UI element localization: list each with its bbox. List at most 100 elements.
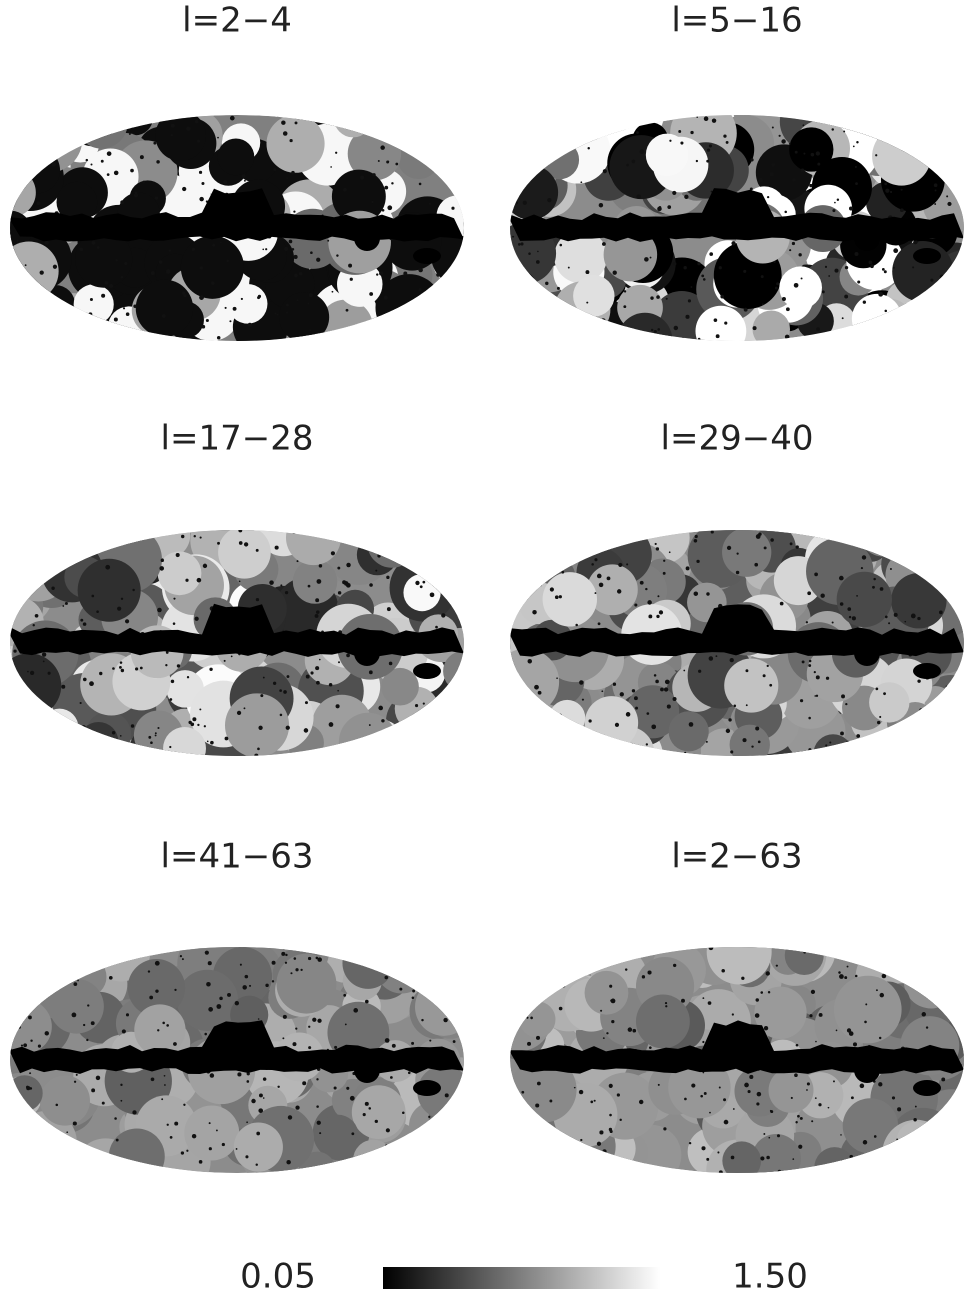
mask-dot — [634, 603, 637, 606]
mask-dot — [275, 546, 279, 550]
mask-dot — [611, 1020, 614, 1023]
map-patch — [0, 274, 41, 335]
map-patch — [49, 979, 104, 1034]
mask-dot — [48, 672, 51, 675]
map-patch — [906, 1127, 945, 1166]
mask-dot — [816, 327, 820, 331]
mask-blob — [413, 1080, 441, 1096]
map-patch — [0, 689, 39, 733]
mask-dot — [536, 1036, 540, 1040]
mask-dot — [138, 336, 140, 338]
map-patch — [415, 978, 473, 1036]
mask-dot — [387, 1164, 391, 1168]
mask-dot — [211, 281, 215, 285]
mask-dot — [114, 171, 119, 176]
map-patch — [935, 134, 964, 180]
mask-dot — [849, 616, 851, 618]
mask-dot — [445, 1093, 449, 1097]
mask-dot — [946, 686, 948, 688]
mask-dot — [411, 1042, 414, 1045]
mask-dot — [613, 683, 616, 686]
mask-dot — [310, 251, 313, 254]
mask-dot — [96, 610, 99, 613]
mask-dot — [383, 754, 387, 758]
mask-dot — [258, 726, 262, 730]
mask-dot — [107, 173, 110, 176]
mask-blob — [413, 248, 441, 264]
mask-dot — [894, 324, 899, 329]
mask-dot — [941, 1078, 945, 1082]
map-patch — [40, 1076, 90, 1126]
mask-dot — [628, 1027, 632, 1031]
mask-dot — [879, 716, 881, 718]
mask-dot — [700, 1095, 703, 1098]
map-patch — [28, 98, 83, 153]
map-patch — [897, 1122, 936, 1161]
mask-dot — [841, 694, 845, 698]
mask-dot — [459, 971, 462, 974]
mask-dot — [285, 954, 287, 956]
mask-dot — [811, 153, 815, 157]
mask-dot — [248, 323, 252, 327]
mask-dot — [307, 302, 309, 304]
panel-title: l=41−63 — [161, 837, 314, 877]
mask-dot — [770, 538, 774, 542]
map-patch — [0, 1117, 41, 1159]
mask-dot — [669, 551, 671, 553]
mask-dot — [48, 744, 52, 748]
mask-dot — [617, 589, 621, 593]
mask-dot — [120, 200, 124, 204]
mask-dot — [552, 1127, 555, 1130]
mask-dot — [53, 265, 57, 269]
mask-dot — [845, 121, 847, 123]
mask-dot — [161, 1098, 163, 1100]
mask-dot — [917, 142, 920, 145]
mask-dot — [900, 208, 904, 212]
mask-dot — [70, 310, 73, 313]
map-patch — [504, 165, 559, 220]
mask-dot — [726, 729, 730, 733]
map-patch — [378, 734, 416, 772]
map-patch — [931, 102, 964, 141]
map-patch — [375, 309, 422, 356]
mask-dot — [727, 546, 731, 550]
mask-dot — [545, 282, 548, 285]
mask-dot — [23, 966, 25, 968]
mask-dot — [122, 749, 126, 753]
map-patch — [0, 290, 51, 353]
mask-dot — [33, 624, 35, 626]
mask-dot — [124, 262, 127, 265]
mask-dot — [664, 687, 668, 691]
mask-dot — [59, 1140, 64, 1145]
mask-dot — [93, 732, 95, 734]
mask-dot — [242, 174, 246, 178]
map-patch — [503, 1135, 563, 1195]
mask-dot — [799, 253, 802, 256]
map-patch — [279, 292, 329, 342]
mask-dot — [375, 953, 380, 958]
mask-dot — [708, 1001, 712, 1005]
mask-dot — [795, 151, 798, 154]
mask-dot — [280, 584, 282, 586]
mask-dot — [538, 691, 542, 695]
mask-dot — [574, 1162, 578, 1166]
mask-dot — [76, 1074, 78, 1076]
mask-dot — [556, 677, 558, 679]
mask-blob — [854, 225, 880, 251]
mask-dot — [80, 248, 84, 252]
mask-dot — [625, 968, 627, 970]
map-patch — [753, 310, 790, 347]
mask-dot — [413, 315, 416, 318]
mask-dot — [766, 971, 770, 975]
mask-dot — [844, 295, 848, 299]
mask-dot — [632, 160, 636, 164]
mask-dot — [369, 724, 371, 726]
mask-dot — [32, 291, 34, 293]
mask-dot — [885, 189, 889, 193]
mask-dot — [557, 147, 561, 151]
map-patch — [785, 936, 824, 975]
mask-dot — [561, 983, 565, 987]
mask-dot — [56, 974, 60, 978]
mask-dot — [290, 972, 292, 974]
mask-dot — [223, 180, 227, 184]
